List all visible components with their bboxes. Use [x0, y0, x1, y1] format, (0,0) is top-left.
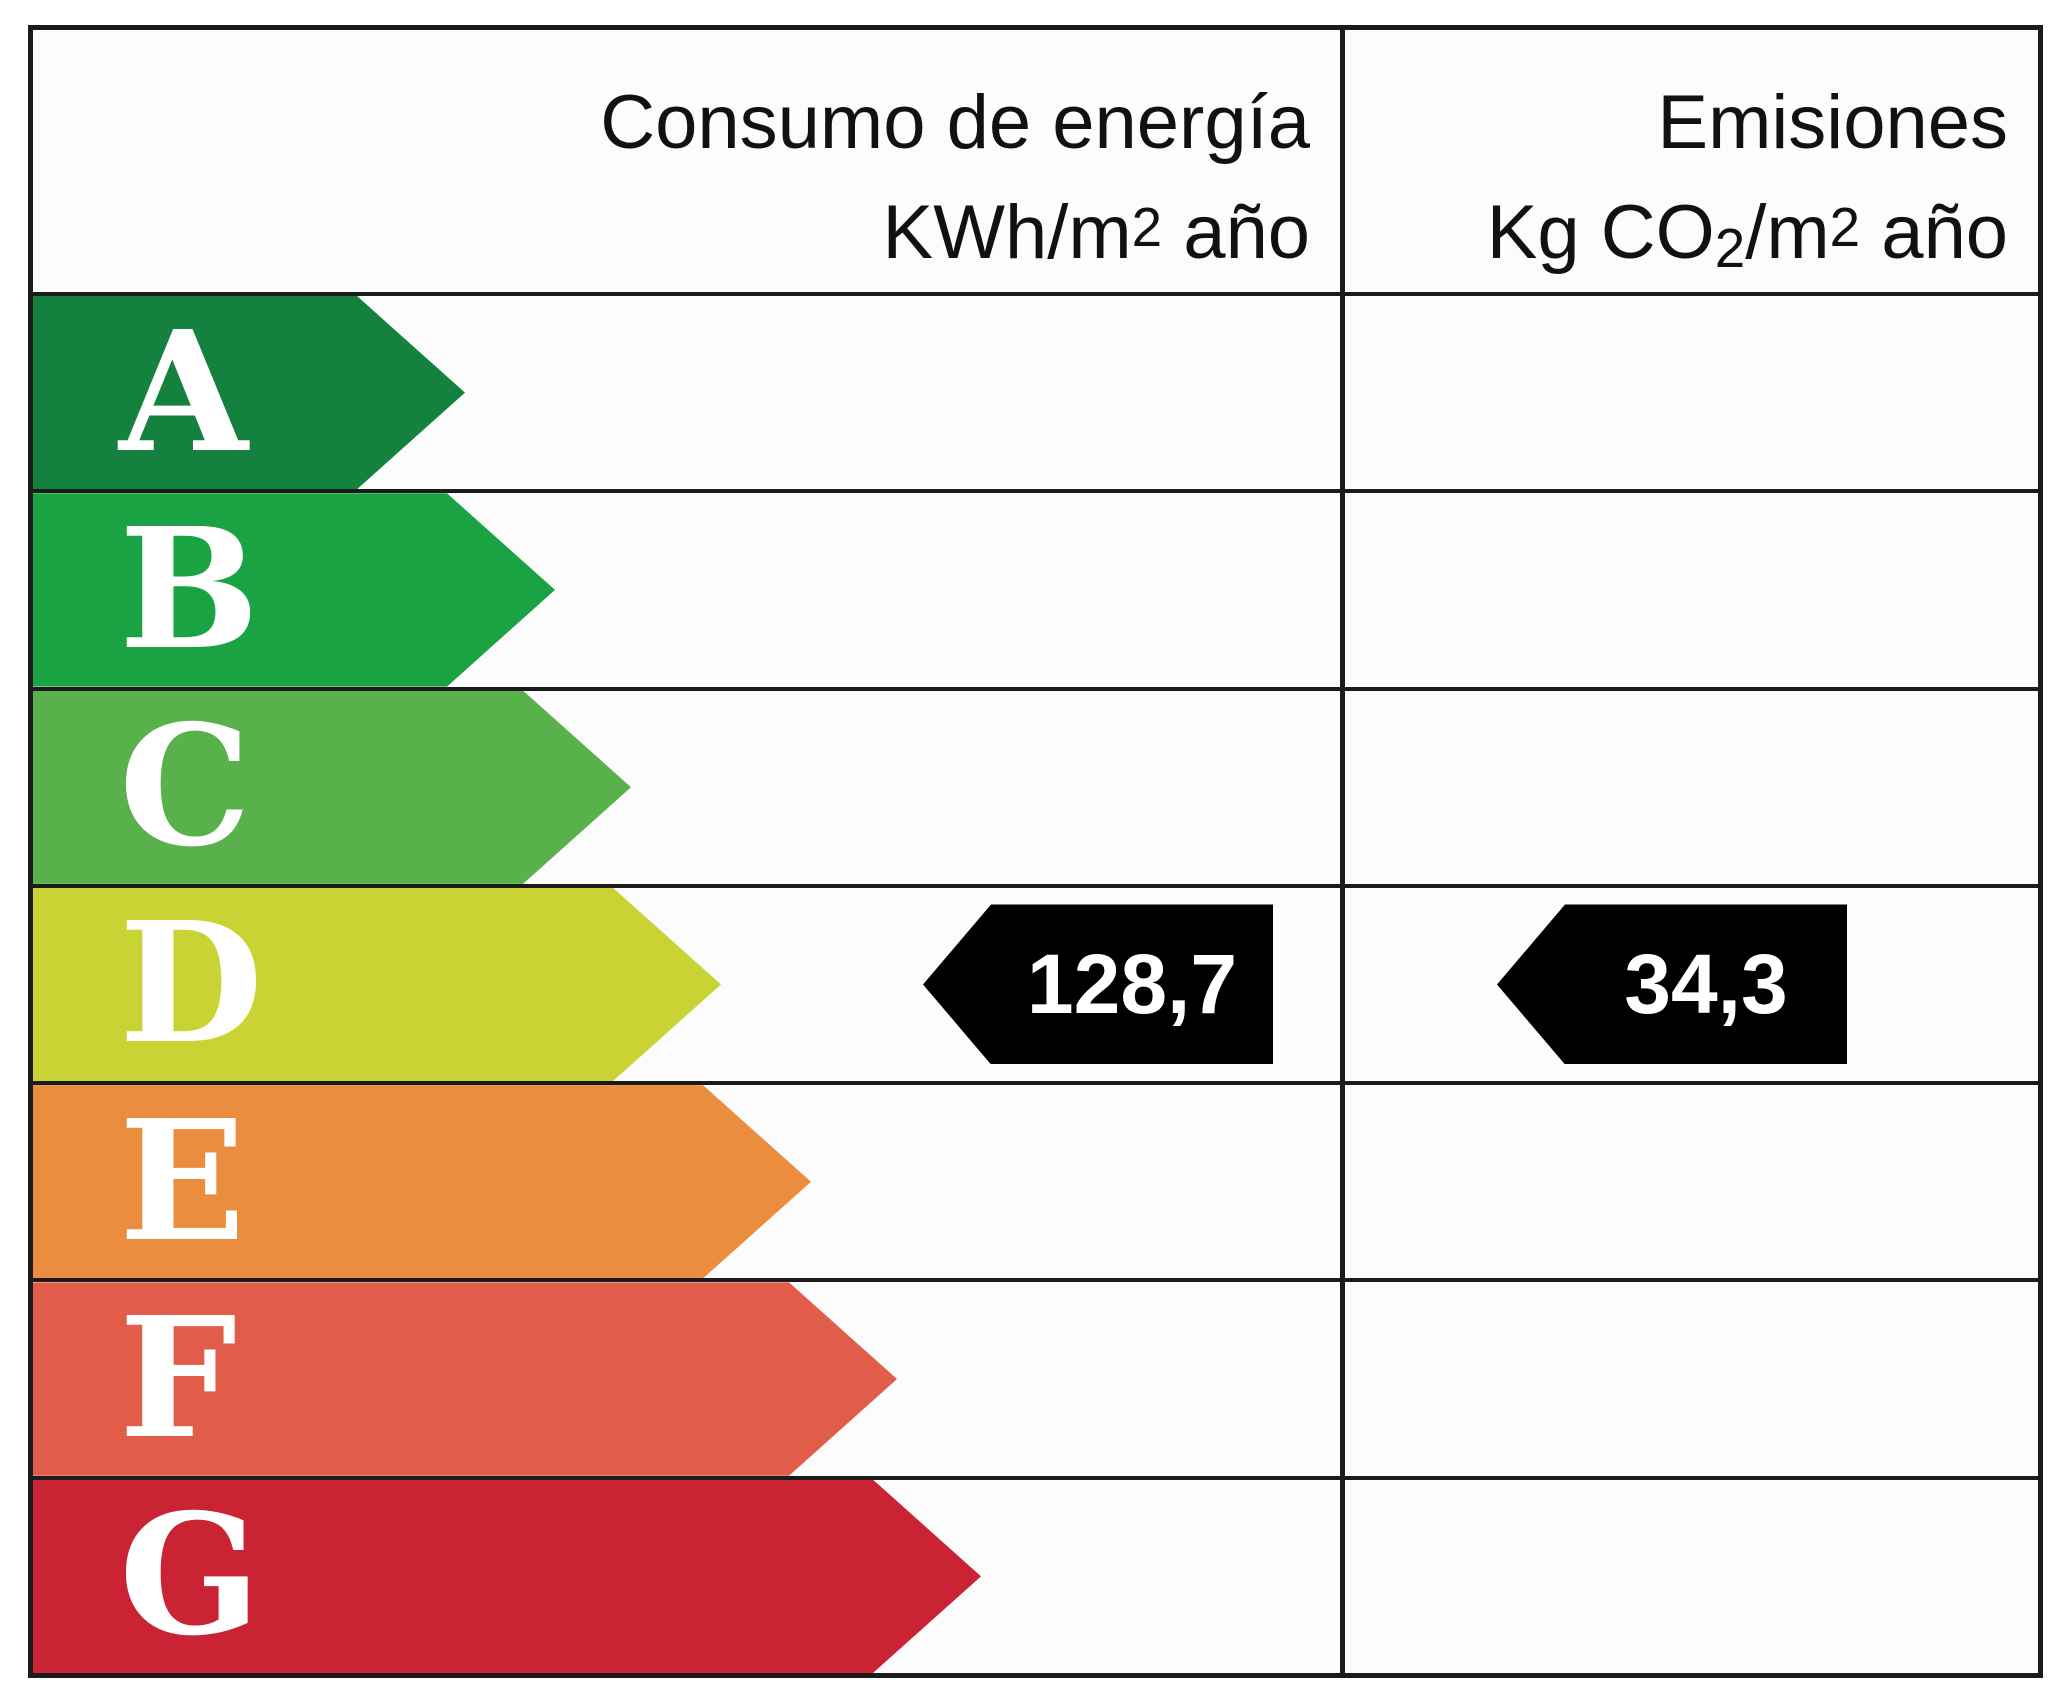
emissions-column-header: Emisiones Kg CO2/m2 año — [1345, 30, 2038, 292]
rating-row: C — [33, 686, 2038, 884]
rating-row: F — [33, 1278, 2038, 1475]
energy-column-header: Consumo de energía KWh/m2 año — [33, 30, 1340, 292]
indicator-arrow-energy: 128,7 — [923, 904, 1273, 1065]
emissions-unit-subscript: 2 — [1714, 216, 1746, 279]
energy-column-unit: KWh/m2 año — [33, 178, 1310, 294]
energy-value: 128,7 — [1026, 936, 1238, 1031]
rating-row: E — [33, 1081, 2038, 1278]
rating-band-arrow-icon: B — [33, 493, 555, 686]
energy-column-title: Consumo de energía — [600, 80, 1310, 165]
emissions-unit-mid: /m — [1745, 190, 1830, 275]
rating-band-arrow-icon: C — [33, 691, 631, 884]
indicator-arrow-emissions: 34,3 — [1497, 904, 1847, 1065]
rating-band-arrow-icon: G — [33, 1480, 981, 1673]
rating-band-arrow-icon: A — [33, 296, 465, 489]
energy-unit-superscript: 2 — [1131, 195, 1163, 258]
rating-letter: E — [119, 1083, 246, 1279]
rating-row: A — [33, 292, 2038, 489]
emissions-value: 34,3 — [1624, 936, 1788, 1031]
rating-row: D 128,7 34,3 — [33, 883, 2038, 1081]
rating-row: B — [33, 489, 2038, 686]
emissions-unit-suffix: año — [1860, 190, 2008, 275]
rating-bands: A B C D 128,7 34,3 E F G — [33, 292, 2038, 1673]
certificate-table: Consumo de energía KWh/m2 año Emisiones … — [28, 25, 2043, 1678]
emissions-column-unit: Kg CO2/m2 año — [1345, 178, 2008, 294]
rating-letter: F — [119, 1281, 237, 1477]
column-divider — [1340, 30, 1345, 1673]
rating-letter: A — [119, 294, 248, 490]
table-header: Consumo de energía KWh/m2 año Emisiones … — [33, 30, 2038, 292]
emissions-unit-prefix: Kg CO — [1486, 190, 1715, 275]
rating-band-arrow-icon: D — [33, 888, 721, 1081]
emissions-unit-superscript: 2 — [1829, 195, 1861, 258]
rating-row: G — [33, 1475, 2038, 1673]
rating-band-arrow-icon: E — [33, 1085, 811, 1278]
energy-unit-suffix: año — [1162, 190, 1310, 275]
energy-unit-prefix: KWh/m — [882, 190, 1132, 275]
rating-letter: B — [119, 491, 260, 687]
rating-band-arrow-icon: F — [33, 1282, 897, 1475]
rating-letter: D — [119, 886, 263, 1082]
rating-letter: C — [119, 689, 252, 885]
emissions-column-title: Emisiones — [1657, 80, 2008, 165]
rating-letter: G — [119, 1478, 261, 1674]
